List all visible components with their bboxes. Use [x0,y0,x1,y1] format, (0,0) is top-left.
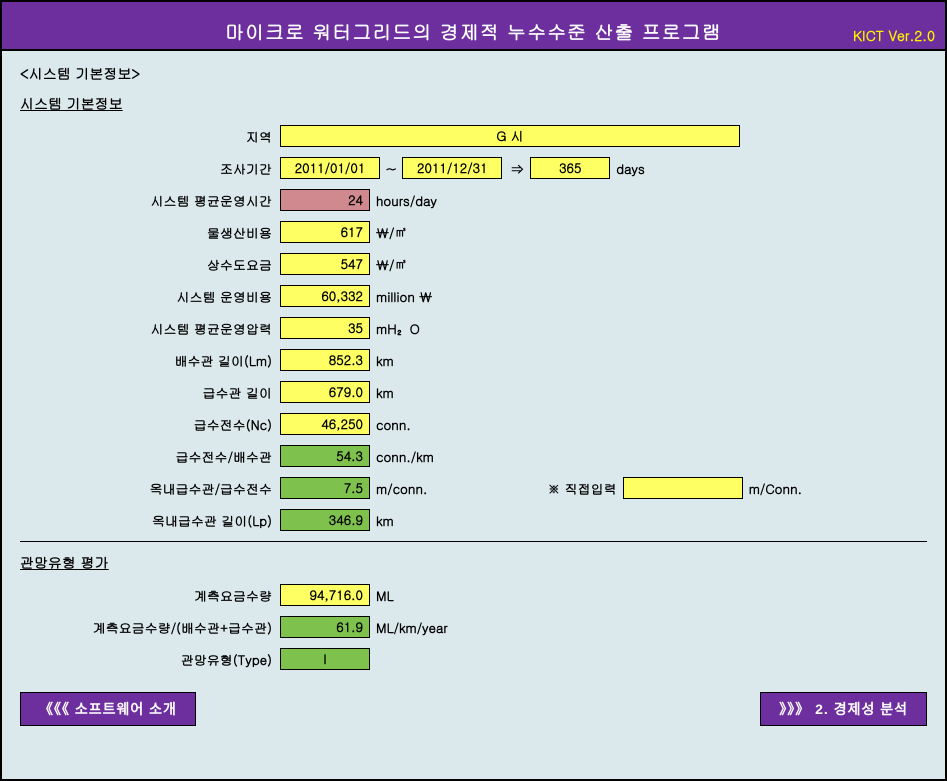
unit-indoor-per-supply: m/conn. [376,479,427,498]
label-supply-len: 급수관 길이 [20,383,280,402]
row-indoor-per-supply: 옥내급수관/급수전수 7.5 m/conn. ※ 직접입력 m/Conn. [20,475,927,501]
row-region: 지역 G 시 [20,123,927,149]
output-type: I [280,648,370,670]
footer-nav: 《《《 소프트웨어 소개 》》》 2. 경제성 분석 [2,686,945,732]
unit-supply-len: km [376,383,394,402]
label-avg-hours: 시스템 평균운영시간 [20,191,280,210]
row-indoor-len: 옥내급수관 길이(Lp) 346.9 km [20,507,927,533]
output-supply-per-drain: 54.3 [280,445,370,467]
label-direct-input: ※ 직접입력 [547,479,616,498]
unit-direct: m/Conn. [749,479,802,498]
input-op-cost[interactable]: 60,332 [280,285,370,307]
label-period: 조사기간 [20,159,280,178]
input-period-start[interactable]: 2011/01/01 [280,157,380,179]
prev-button[interactable]: 《《《 소프트웨어 소개 [20,692,196,726]
app-title: 마이크로 워터그리드의 경제적 누수수준 산출 프로그램 [2,18,945,45]
divider [20,541,927,542]
header-bar: 마이크로 워터그리드의 경제적 누수수준 산출 프로그램 KICT Ver.2.… [2,2,945,51]
output-indoor-per-supply: 7.5 [280,477,370,499]
input-period-end[interactable]: 2011/12/31 [402,157,502,179]
label-indoor-per-supply: 옥내급수관/급수전수 [20,479,280,498]
unit-supply-count: conn. [376,415,411,434]
input-drain-len[interactable]: 852.3 [280,349,370,371]
unit-op-cost: million ￦ [376,287,432,306]
input-avg-pressure[interactable]: 35 [280,317,370,339]
row-prod-cost: 물생산비용 617 ￦/㎥ [20,219,927,245]
row-supply-len: 급수관 길이 679.0 km [20,379,927,405]
app-window: 마이크로 워터그리드의 경제적 누수수준 산출 프로그램 KICT Ver.2.… [0,0,947,781]
output-indoor-len: 346.9 [280,509,370,531]
input-supply-count[interactable]: 46,250 [280,413,370,435]
unit-water-rate: ￦/㎥ [376,255,407,274]
row-drain-len: 배수관 길이(Lm) 852.3 km [20,347,927,373]
output-metered-per-len: 61.9 [280,616,370,638]
label-prod-cost: 물생산비용 [20,223,280,242]
input-avg-hours[interactable]: 24 [280,189,370,211]
input-water-rate[interactable]: 547 [280,253,370,275]
label-avg-pressure: 시스템 평균운영압력 [20,319,280,338]
row-metered-per-len: 계측요금수량/(배수관+급수관) 61.9 ML/km/year [20,614,927,640]
input-metered[interactable]: 94,716.0 [280,584,370,606]
unit-days: days [616,159,645,178]
arrow-icon: ⇒ [508,157,524,180]
unit-prod-cost: ￦/㎥ [376,223,407,242]
section1-title: 시스템 기본정보 [20,93,927,113]
row-op-cost: 시스템 운영비용 60,332 million ￦ [20,283,927,309]
row-metered: 계측요금수량 94,716.0 ML [20,582,927,608]
version-label: KICT Ver.2.0 [853,25,935,45]
label-op-cost: 시스템 운영비용 [20,287,280,306]
input-direct[interactable] [623,477,743,499]
input-prod-cost[interactable]: 617 [280,221,370,243]
unit-avg-pressure: mH₂O [376,319,420,338]
unit-drain-len: km [376,351,394,370]
label-supply-per-drain: 급수전수/배수관 [20,447,280,466]
output-period-days: 365 [530,157,610,179]
row-period: 조사기간 2011/01/01 ~ 2011/12/31 ⇒ 365 days [20,155,927,181]
period-sep: ~ [386,159,396,178]
unit-indoor-len: km [376,511,394,530]
label-metered: 계측요금수량 [20,586,280,605]
input-region[interactable]: G 시 [280,125,740,147]
section2-title: 관망유형 평가 [20,552,927,572]
label-water-rate: 상수도요금 [20,255,280,274]
unit-avg-hours: hours/day [376,191,437,210]
label-metered-per-len: 계측요금수량/(배수관+급수관) [20,618,280,637]
label-drain-len: 배수관 길이(Lm) [20,351,280,370]
row-avg-pressure: 시스템 평균운영압력 35 mH₂O [20,315,927,341]
row-supply-per-drain: 급수전수/배수관 54.3 conn./km [20,443,927,469]
row-supply-count: 급수전수(Nc) 46,250 conn. [20,411,927,437]
unit-supply-per-drain: conn./km [376,447,434,466]
row-type: 관망유형(Type) I [20,646,927,672]
unit-metered: ML [376,586,394,605]
label-region: 지역 [20,127,280,146]
content-area: <시스템 기본정보> 시스템 기본정보 지역 G 시 조사기간 2011/01/… [2,51,945,686]
section1-bracket: <시스템 기본정보> [20,63,927,83]
unit-metered-per-len: ML/km/year [376,618,448,637]
label-supply-count: 급수전수(Nc) [20,415,280,434]
label-type: 관망유형(Type) [20,650,280,669]
next-button[interactable]: 》》》 2. 경제성 분석 [760,692,927,726]
label-indoor-len: 옥내급수관 길이(Lp) [20,511,280,530]
input-supply-len[interactable]: 679.0 [280,381,370,403]
row-avg-hours: 시스템 평균운영시간 24 hours/day [20,187,927,213]
row-water-rate: 상수도요금 547 ￦/㎥ [20,251,927,277]
